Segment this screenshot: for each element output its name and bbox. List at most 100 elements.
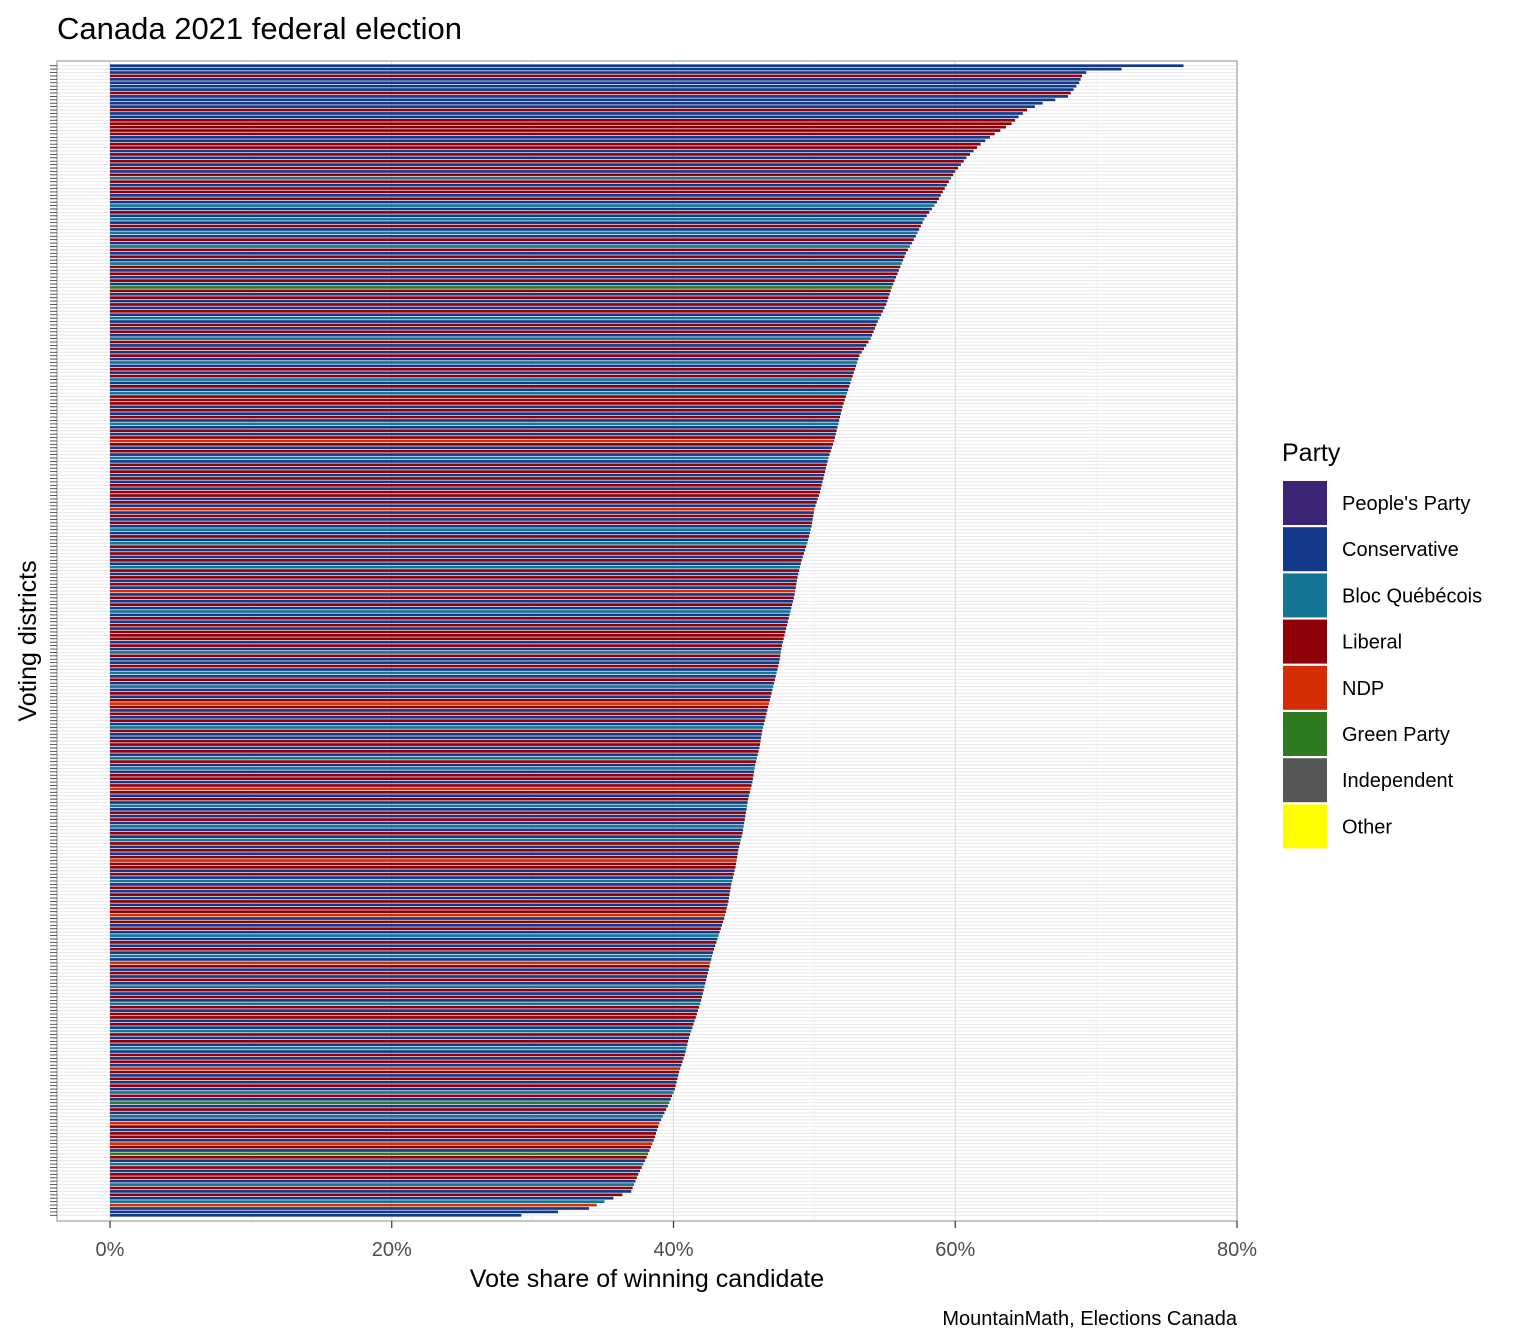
district-bar xyxy=(110,784,752,787)
district-bar xyxy=(110,616,789,620)
district-bar xyxy=(110,323,877,327)
district-bar xyxy=(110,804,748,808)
district-bar xyxy=(110,1207,589,1210)
district-bar xyxy=(110,507,815,511)
district-bar xyxy=(110,992,703,995)
district-bar xyxy=(110,436,835,439)
district-bar xyxy=(110,524,812,528)
district-bar xyxy=(110,790,750,794)
district-bar xyxy=(110,504,816,508)
district-bar xyxy=(110,71,1087,74)
district-bar xyxy=(110,900,729,903)
district-bar xyxy=(110,821,745,825)
legend-swatch-ppc xyxy=(1283,481,1327,525)
district-bar xyxy=(110,630,786,634)
district-bar xyxy=(110,722,764,726)
district-bar xyxy=(110,159,964,163)
district-bar xyxy=(110,1169,640,1173)
district-bar xyxy=(110,1019,695,1023)
y-axis-ticks xyxy=(50,65,57,1216)
district-bar xyxy=(110,388,849,392)
district-bar xyxy=(110,770,755,774)
district-bar xyxy=(110,477,824,480)
district-bar xyxy=(110,511,814,514)
district-bar xyxy=(110,889,731,893)
district-bar xyxy=(110,767,755,770)
district-bar xyxy=(110,292,890,296)
district-bar xyxy=(110,412,841,416)
district-bar xyxy=(110,125,1006,129)
district-bar xyxy=(110,354,860,358)
district-bar xyxy=(110,637,784,641)
district-bar xyxy=(110,497,818,501)
district-bar xyxy=(110,794,750,798)
x-axis: 0% 20% 40% 60% 80% xyxy=(96,1221,1257,1261)
district-bar xyxy=(110,419,840,422)
district-bar xyxy=(110,84,1077,88)
district-bar xyxy=(110,917,725,920)
district-bar xyxy=(110,282,894,286)
district-bar xyxy=(110,466,826,470)
district-bar xyxy=(110,1060,683,1064)
district-bar xyxy=(110,947,715,951)
district-bar xyxy=(110,1091,674,1094)
district-bar xyxy=(110,316,880,320)
district-bar xyxy=(110,678,775,682)
district-bar xyxy=(110,879,733,883)
district-bar xyxy=(110,855,738,859)
district-bar xyxy=(110,1121,660,1125)
district-bar xyxy=(110,835,742,839)
district-bar xyxy=(110,258,904,262)
district-bar xyxy=(110,927,721,931)
legend-label-ndp: NDP xyxy=(1342,678,1384,700)
legend-swatch-bq xyxy=(1283,573,1327,618)
district-bar xyxy=(110,381,851,385)
district-bar xyxy=(110,408,842,412)
district-bar xyxy=(110,818,745,821)
district-bar xyxy=(110,211,930,214)
legend-label-ppc: People's Party xyxy=(1342,493,1470,515)
district-bar xyxy=(110,865,736,869)
legend-label-oth: Other xyxy=(1342,816,1392,838)
district-bar xyxy=(110,1183,635,1186)
district-bar xyxy=(110,176,952,180)
district-bar xyxy=(110,1063,682,1067)
district-bar xyxy=(110,470,826,473)
district-bar xyxy=(110,538,809,542)
district-bar xyxy=(110,1162,644,1166)
district-bar xyxy=(110,289,891,293)
district-bar xyxy=(110,153,971,156)
district-bar xyxy=(110,562,801,566)
district-bar xyxy=(110,245,910,248)
district-bar xyxy=(110,811,746,815)
district-bar xyxy=(110,930,720,934)
district-bar xyxy=(110,657,780,661)
district-bar xyxy=(110,589,796,593)
district-bar xyxy=(110,610,791,613)
district-bar xyxy=(110,320,878,323)
district-bar xyxy=(110,1039,689,1043)
district-bar xyxy=(110,251,906,255)
district-bar xyxy=(110,582,797,586)
district-bar xyxy=(110,1173,639,1176)
district-bar xyxy=(110,1077,678,1081)
district-bar xyxy=(110,395,846,398)
district-bar xyxy=(110,842,740,845)
district-bar xyxy=(110,1067,681,1070)
district-bar xyxy=(110,664,779,668)
district-bar xyxy=(110,422,839,426)
district-bar xyxy=(110,893,730,896)
district-bar xyxy=(110,262,902,265)
district-bar xyxy=(110,681,775,685)
district-bar xyxy=(110,275,897,279)
district-bar xyxy=(110,77,1081,81)
district-bar xyxy=(110,1005,700,1009)
district-bar xyxy=(110,1166,642,1169)
district-bar xyxy=(110,1186,633,1190)
district-bar xyxy=(110,340,869,344)
district-bar xyxy=(110,1132,657,1135)
district-bar xyxy=(110,429,837,433)
x-axis-title: Vote share of winning candidate xyxy=(470,1265,824,1293)
district-bar xyxy=(110,603,793,607)
district-bar xyxy=(110,801,748,804)
